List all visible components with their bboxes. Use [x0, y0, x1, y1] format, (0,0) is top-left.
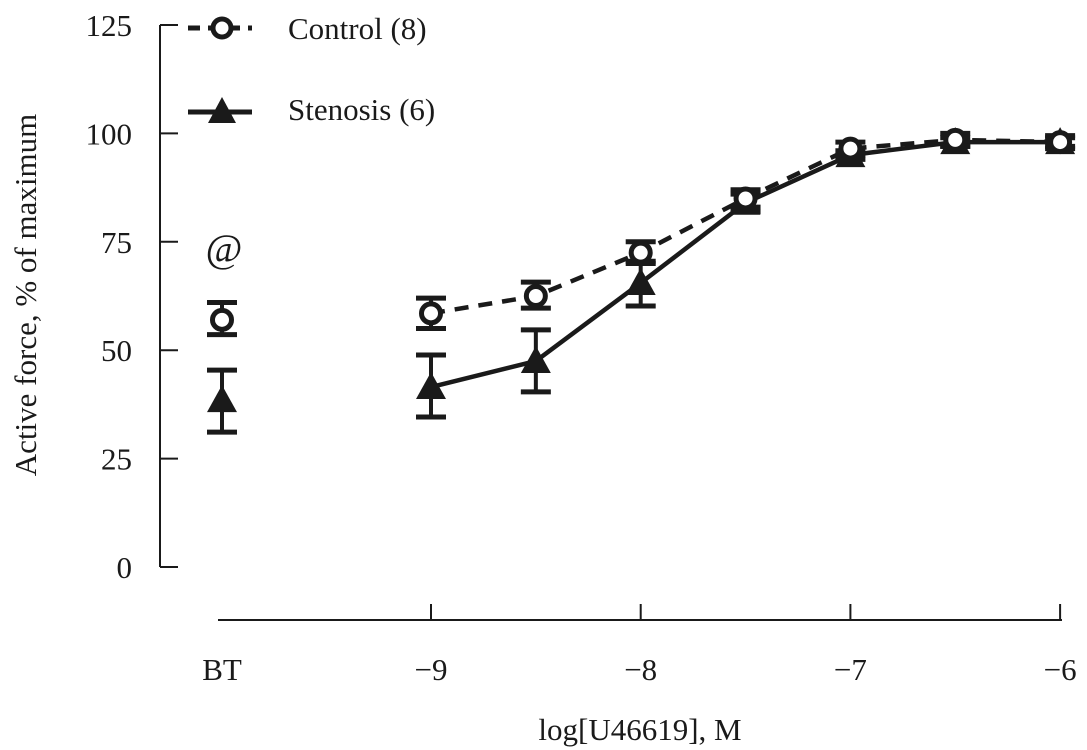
x-tick-label: −6: [1044, 652, 1077, 687]
legend-control-label: Control (8): [288, 11, 427, 46]
x-tick-label: −8: [624, 652, 657, 687]
data-point-triangle: [207, 385, 237, 413]
x-tick-label: −9: [415, 652, 448, 687]
legend: Control (8) Stenosis (6): [188, 11, 435, 127]
data-point-triangle: [520, 346, 551, 374]
y-tick-label: 0: [117, 550, 133, 585]
y-tick-label: 100: [86, 116, 133, 151]
x-axis-label: log[U46619], M: [538, 712, 741, 747]
series-layer: [207, 127, 1076, 435]
y-tick-label: 125: [86, 8, 133, 43]
y-tick-label: 50: [101, 333, 132, 368]
data-point-circle: [733, 186, 758, 211]
x-tick-label: −7: [834, 652, 867, 687]
data-point-circle: [523, 284, 548, 308]
series-stenosis: [207, 127, 1076, 435]
x-tick-label: BT: [202, 652, 242, 687]
data-point-circle: [1048, 130, 1073, 155]
annotation-at: @: [206, 226, 243, 271]
data-point-triangle: [625, 267, 656, 295]
series-control: [207, 127, 1076, 338]
legend-stenosis-label: Stenosis (6): [288, 92, 435, 127]
data-point-circle: [419, 301, 443, 326]
y-tick-label: 25: [101, 442, 132, 477]
series-line: [430, 137, 1061, 316]
data-point-triangle: [416, 372, 446, 400]
data-point-circle: [628, 240, 653, 265]
data-point-circle: [943, 127, 968, 152]
axes: 0 25 50 75 100 125 BT −9 −8 −7 −6: [86, 8, 1077, 687]
data-point-circle: [838, 136, 863, 161]
data-point-circle: [210, 307, 234, 332]
y-axis-label: Active force, % of maximum: [8, 114, 43, 476]
legend-control-marker: [210, 16, 234, 40]
series-line: [430, 139, 1061, 390]
legend-stenosis-marker: [208, 97, 236, 123]
y-tick-label: 75: [101, 225, 132, 260]
